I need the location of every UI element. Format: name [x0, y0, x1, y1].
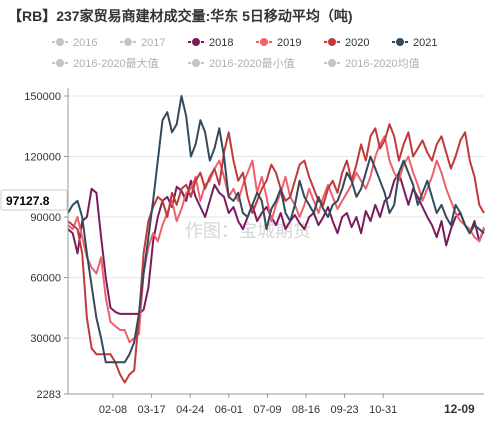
legend-label: 2016-2020均值: [345, 57, 420, 70]
watermark: 作图：宝城期货: [185, 221, 311, 241]
y-tick-label: 2283: [37, 389, 61, 401]
legend-label: 2018: [209, 37, 233, 49]
y-tick-label: 90000: [30, 212, 61, 224]
legend-item-2018[interactable]: 2018: [188, 37, 233, 49]
grid: [68, 95, 484, 339]
x-tick-label: 02-08: [99, 404, 127, 416]
legend: 2016 2017 2018 2019 2020 2021 2016-2020最大值 2016…: [52, 37, 437, 70]
y-tick-label: 30000: [30, 333, 61, 345]
legend-item-2019[interactable]: 2019: [256, 37, 301, 49]
series-layer: [67, 95, 485, 384]
x-tick-label: 08-16: [292, 404, 320, 416]
axes: 150000 120000 90000 60000 30000 2283 02-08 03-1…: [24, 88, 484, 416]
legend-item-2016-2020最小值[interactable]: 2016-2020最小值: [188, 57, 295, 70]
legend-item-2016[interactable]: 2016: [52, 37, 97, 49]
y-tick-label: 150000: [24, 91, 61, 103]
legend-marker: [55, 37, 65, 47]
legend-marker: [55, 58, 65, 68]
legend-marker: [259, 37, 269, 47]
legend-item-2021[interactable]: 2021: [392, 37, 437, 49]
legend-label: 2016: [73, 37, 97, 49]
legend-item-2017[interactable]: 2017: [120, 37, 165, 49]
x-tick-label: 10-31: [369, 404, 397, 416]
legend-item-2016-2020最大值[interactable]: 2016-2020最大值: [52, 56, 159, 70]
current-value-label: 97127.8: [6, 194, 50, 208]
legend-marker: [191, 58, 201, 68]
legend-marker: [191, 37, 201, 47]
legend-label: 2016-2020最小值: [209, 57, 295, 70]
last-date-label: 12-09: [444, 402, 475, 416]
x-tick-label: 04-24: [176, 404, 204, 416]
series-line-2020: [67, 123, 485, 384]
legend-label: 2016-2020最大值: [73, 56, 159, 70]
last-date-badge: 12-09: [440, 399, 492, 419]
legend-marker: [327, 37, 337, 47]
legend-marker: [395, 37, 405, 47]
series-line-2021: [67, 95, 485, 364]
current-value-badge: 97127.8: [0, 189, 68, 211]
legend-label: 2019: [277, 37, 301, 49]
legend-label: 2017: [141, 37, 165, 49]
chart-title: 【RB】237家贸易商建材成交量:华东 5日移动平均（吨): [8, 8, 353, 24]
legend-item-2016-2020均值[interactable]: 2016-2020均值: [324, 57, 420, 70]
legend-item-2020[interactable]: 2020: [324, 37, 369, 49]
legend-marker: [123, 37, 133, 47]
y-tick-label: 60000: [30, 273, 61, 285]
legend-marker: [327, 58, 337, 68]
x-tick-label: 07-09: [253, 404, 281, 416]
legend-label: 2020: [345, 37, 369, 49]
legend-label: 2021: [413, 37, 437, 49]
y-tick-label: 120000: [24, 152, 61, 164]
x-tick-label: 03-17: [138, 404, 166, 416]
x-tick-label: 09-23: [331, 404, 359, 416]
x-tick-label: 06-01: [215, 404, 243, 416]
